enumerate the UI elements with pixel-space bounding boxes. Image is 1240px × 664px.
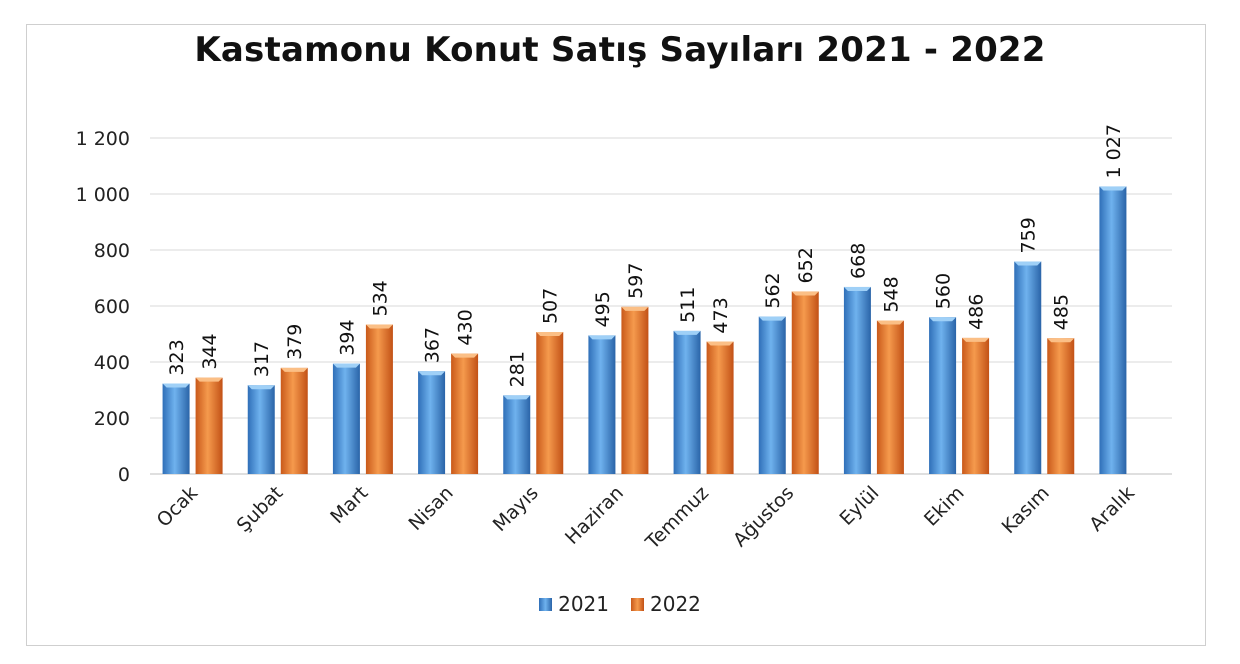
x-tick-label: Aralık [1085, 482, 1139, 536]
x-tick-label: Ağustos [729, 482, 798, 551]
legend-item-2022: 2022 [631, 592, 701, 616]
x-tick-label: Mayıs [489, 482, 543, 536]
data-label: 562 [762, 272, 784, 308]
data-label: 323 [166, 339, 188, 375]
bar-cap-2021 [1099, 186, 1127, 191]
legend-swatch-2021 [539, 597, 553, 611]
x-tick-label: Mart [326, 482, 372, 528]
data-label: 507 [540, 288, 562, 324]
legend-item-2021: 2021 [539, 592, 609, 616]
bar-cap-2021 [843, 286, 871, 291]
x-tick-label: Haziran [561, 482, 628, 549]
bar-2021 [418, 371, 446, 474]
y-tick-label: 1 200 [76, 128, 130, 150]
x-tick-label: Eylül [835, 482, 883, 530]
data-label: 394 [336, 319, 358, 355]
x-tick-label: Nisan [405, 482, 458, 535]
bar-cap-2021 [929, 317, 957, 322]
bar-2022 [365, 324, 393, 474]
bar-2022 [791, 291, 819, 474]
bar-cap-2021 [162, 383, 190, 388]
data-label: 379 [284, 324, 306, 360]
bar-2021 [503, 395, 531, 474]
data-label: 473 [710, 297, 732, 333]
data-label: 344 [199, 333, 221, 369]
data-label: 495 [592, 291, 614, 327]
data-label: 759 [1018, 217, 1040, 253]
bar-2021 [588, 335, 616, 474]
bar-2021 [247, 385, 275, 474]
legend: 2021 2022 [0, 592, 1240, 616]
bar-cap-2022 [962, 337, 990, 342]
legend-label-2021: 2021 [558, 592, 609, 616]
y-tick-label: 400 [94, 352, 130, 374]
x-tick-label: Kasım [998, 482, 1054, 538]
bar-cap-2022 [621, 306, 649, 311]
data-label: 485 [1051, 294, 1073, 330]
bar-cap-2022 [280, 367, 308, 372]
x-tick-label: Ekim [920, 482, 969, 531]
bar-cap-2021 [673, 330, 701, 335]
data-label: 317 [251, 341, 273, 377]
bar-2022 [1047, 338, 1075, 474]
data-label: 668 [847, 243, 869, 279]
bar-cap-2022 [451, 353, 479, 358]
y-tick-label: 800 [94, 240, 130, 262]
bar-2021 [162, 383, 190, 474]
data-label: 534 [369, 280, 391, 316]
bar-2021 [1014, 261, 1042, 474]
y-tick-label: 200 [94, 408, 130, 430]
bar-2021 [332, 363, 360, 474]
chart-frame [26, 24, 1206, 646]
bar-2022 [962, 337, 990, 474]
bar-cap-2021 [418, 371, 446, 376]
data-label: 281 [507, 351, 529, 387]
x-tick-label: Ocak [153, 482, 203, 532]
legend-label-2022: 2022 [650, 592, 701, 616]
y-tick-label: 0 [118, 464, 130, 486]
bar-2022 [536, 332, 564, 474]
x-tick-label: Şubat [233, 482, 288, 537]
bar-2022 [451, 353, 479, 474]
bar-2021 [929, 317, 957, 474]
bar-cap-2022 [791, 291, 819, 296]
bar-2021 [673, 330, 701, 474]
data-label: 430 [455, 309, 477, 345]
bar-cap-2021 [503, 395, 531, 400]
bar-cap-2021 [758, 316, 786, 321]
bar-cap-2021 [588, 335, 616, 340]
bar-2022 [621, 306, 649, 474]
data-label: 367 [422, 327, 444, 363]
bar-2022 [706, 341, 734, 474]
bar-2021 [758, 316, 786, 474]
data-label: 486 [966, 294, 988, 330]
x-tick-label: Temmuz [641, 482, 713, 554]
data-label: 548 [880, 276, 902, 312]
bar-2022 [876, 320, 904, 474]
bar-cap-2021 [247, 385, 275, 390]
bar-cap-2022 [365, 324, 393, 329]
y-tick-label: 600 [94, 296, 130, 318]
data-label: 652 [795, 247, 817, 283]
chart-title: Kastamonu Konut Satış Sayıları 2021 - 20… [194, 30, 1046, 70]
bar-2021 [843, 286, 871, 474]
legend-swatch-2022 [631, 597, 644, 611]
bar-cap-2022 [1047, 338, 1075, 343]
bar-2022 [280, 367, 308, 474]
bar-2021 [1099, 186, 1127, 474]
data-label: 1 027 [1103, 124, 1125, 178]
y-tick-label: 1 000 [76, 184, 130, 206]
bar-cap-2022 [706, 341, 734, 346]
bar-cap-2022 [195, 377, 223, 382]
data-label: 511 [677, 287, 699, 323]
bar-cap-2021 [332, 363, 360, 368]
bar-cap-2021 [1014, 261, 1042, 266]
data-label: 597 [625, 263, 647, 299]
bar-cap-2022 [536, 332, 564, 337]
data-label: 560 [933, 273, 955, 309]
bar-cap-2022 [876, 320, 904, 325]
bar-2022 [195, 377, 223, 474]
